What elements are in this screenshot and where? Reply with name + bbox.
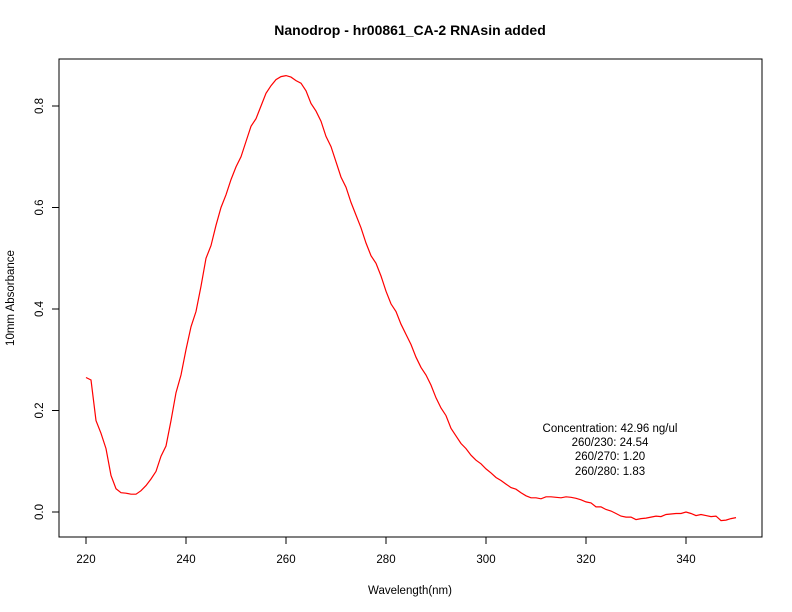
annotation-ratio-260-270: 260/270: 1.20 [575, 451, 645, 463]
chart-title: Nanodrop - hr00861_CA-2 RNAsin added [274, 22, 546, 38]
plot-frame [58, 58, 763, 538]
x-tick-label: 260 [276, 554, 295, 566]
y-tick-label: 0.8 [34, 98, 46, 114]
y-tick-label: 0.4 [34, 300, 46, 317]
absorbance-series-line [85, 74, 737, 522]
x-tick-label: 220 [76, 554, 95, 566]
x-tick-label: 240 [176, 554, 195, 566]
annotation-ratio-260-280: 260/280: 1.83 [575, 466, 645, 478]
x-tick-label: 320 [576, 554, 595, 566]
x-axis-label: Wavelength(nm) [368, 585, 452, 597]
y-tick-label: 0.6 [34, 200, 46, 216]
y-axis-label: 10mm Absorbance [5, 250, 17, 346]
annotation-concentration: Concentration: 42.96 ng/ul [543, 423, 678, 435]
x-tick-label: 340 [676, 554, 695, 566]
x-tick-label: 280 [376, 554, 395, 566]
y-axis: 0.0 0.2 0.4 0.6 0.8 [34, 98, 59, 520]
x-tick-label: 300 [476, 554, 495, 566]
annotation-ratio-260-230: 260/230: 24.54 [572, 437, 649, 449]
x-axis: 220 240 260 280 300 320 340 [76, 537, 696, 566]
y-tick-label: 0.2 [34, 403, 46, 419]
y-tick-label: 0.0 [34, 504, 46, 520]
series-group [85, 74, 737, 522]
annotation-block: Concentration: 42.96 ng/ul 260/230: 24.5… [543, 423, 678, 478]
